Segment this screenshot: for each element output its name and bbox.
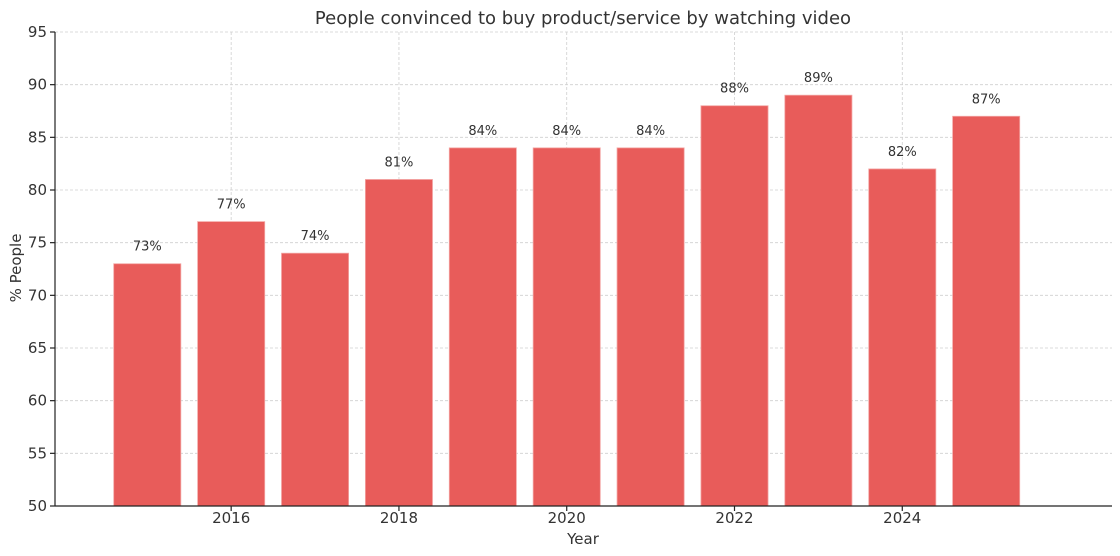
bar-2022 — [700, 105, 769, 507]
bar-2021 — [616, 147, 685, 507]
bar-2024 — [868, 168, 937, 507]
data-label-2015: 73% — [133, 240, 162, 255]
data-labels: 73% 77% 74% 81% 84% 84% 84% 88% 89% 82% 87% — [133, 71, 1001, 255]
data-label-2024: 82% — [888, 145, 917, 160]
y-tick-label: 90 — [28, 76, 47, 94]
bars — [113, 94, 1021, 507]
y-tick-label: 85 — [28, 128, 47, 146]
y-tick-label: 80 — [28, 181, 47, 199]
bar-2020 — [532, 147, 601, 507]
y-tick-label: 55 — [28, 444, 47, 462]
x-tick-label: 2020 — [548, 509, 586, 527]
data-label-2016: 77% — [217, 198, 246, 213]
bar-2023 — [784, 94, 853, 507]
bar-2018 — [364, 179, 433, 507]
bar-2015 — [113, 263, 182, 507]
y-tick-label: 60 — [28, 392, 47, 410]
y-tick-label: 95 — [28, 23, 47, 41]
y-axis-label: % People — [7, 234, 25, 303]
data-label-2018: 81% — [384, 155, 413, 170]
data-label-2023: 89% — [804, 71, 833, 86]
y-tick-label: 50 — [28, 497, 47, 515]
data-label-2025: 87% — [972, 92, 1001, 107]
data-label-2021: 84% — [636, 124, 665, 139]
x-axis-label: Year — [566, 530, 600, 548]
bar-2017 — [281, 252, 350, 507]
x-tick-label: 2024 — [883, 509, 921, 527]
x-tick-label: 2022 — [715, 509, 753, 527]
data-label-2019: 84% — [468, 124, 497, 139]
bar-2016 — [197, 221, 266, 507]
y-tick-label: 65 — [28, 339, 47, 357]
y-tick-label: 75 — [28, 234, 47, 252]
axes: 50 55 60 65 70 75 80 85 90 95 2016 2018 2020 2022 2024 — [28, 23, 1112, 527]
x-tick-label: 2018 — [380, 509, 418, 527]
bar-2019 — [448, 147, 517, 507]
x-tick-label: 2016 — [212, 509, 250, 527]
data-label-2020: 84% — [552, 124, 581, 139]
data-label-2022: 88% — [720, 82, 749, 97]
chart-title: People convinced to buy product/service … — [315, 8, 851, 29]
data-label-2017: 74% — [301, 229, 330, 244]
y-tick-label: 70 — [28, 286, 47, 304]
bar-2025 — [952, 115, 1021, 507]
